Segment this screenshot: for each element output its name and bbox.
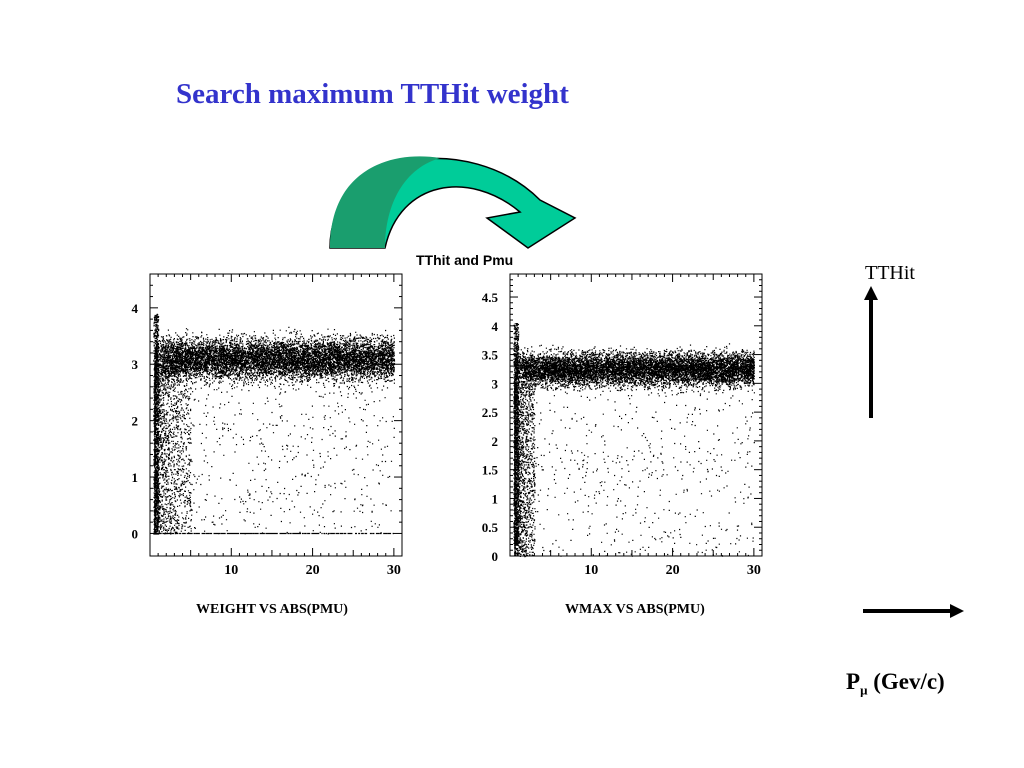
y-tick-label: 0.5 [482, 520, 499, 535]
y-tick-label: 2 [132, 414, 139, 429]
vertical-arrowhead [864, 286, 878, 300]
x-tick-label: 20 [666, 563, 680, 578]
curved-arrow-icon [329, 157, 577, 249]
y-tick-label: 3 [132, 357, 139, 372]
y-tick-label: 3 [492, 376, 499, 391]
scatter-dots [513, 323, 755, 558]
x-tick-label: 10 [224, 563, 238, 578]
y-tick-label: 4 [132, 301, 139, 316]
x-tick-label: 20 [306, 563, 320, 578]
y-tick-label: 4 [492, 319, 499, 334]
scatter-plot-wmax: 10 20 30 0 0.5 1 1.5 2 2.5 3 3.5 4 4.5 [482, 273, 763, 578]
x-tick-label: 30 [387, 563, 401, 578]
center-label: TThit and Pmu [416, 252, 514, 268]
y-tick-label: 3.5 [482, 348, 499, 363]
x-tick-label: 30 [747, 563, 761, 578]
tthit-axis-label: TTHit [865, 262, 915, 284]
scatter-points [153, 313, 396, 535]
pmu-symbol: P [846, 669, 861, 694]
pmu-subscript: μ [860, 682, 868, 698]
scatter-dots [153, 313, 396, 535]
y-tick-label: 2.5 [482, 405, 499, 420]
y-tick-label: 1 [132, 470, 139, 485]
y-tick-label: 1 [492, 491, 499, 506]
y-tick-label: 0 [492, 549, 499, 564]
slide-title: Search maximum TTHit weight [176, 78, 569, 110]
plot-caption-wmax: WMAX VS ABS(PMU) [565, 602, 705, 617]
horizontal-arrowhead [950, 604, 964, 618]
y-tick-label: 0 [132, 526, 139, 541]
y-tick-label: 1.5 [482, 463, 499, 478]
plot-frame [149, 273, 403, 557]
y-tick-label: 2 [492, 434, 499, 449]
pmu-units: (Gev/c) [873, 669, 945, 694]
scatter-plot-weight: 10 20 30 0 1 2 3 4 [132, 273, 403, 578]
plot-caption-weight: WEIGHT VS ABS(PMU) [196, 602, 348, 617]
plot-frame [509, 273, 763, 557]
y-tick-label: 4.5 [482, 290, 499, 305]
curved-arrow-shade [330, 156, 440, 248]
x-tick-label: 10 [584, 563, 598, 578]
pmu-axis-label: Pμ (Gev/c) [846, 669, 945, 699]
scatter-points [513, 323, 755, 558]
